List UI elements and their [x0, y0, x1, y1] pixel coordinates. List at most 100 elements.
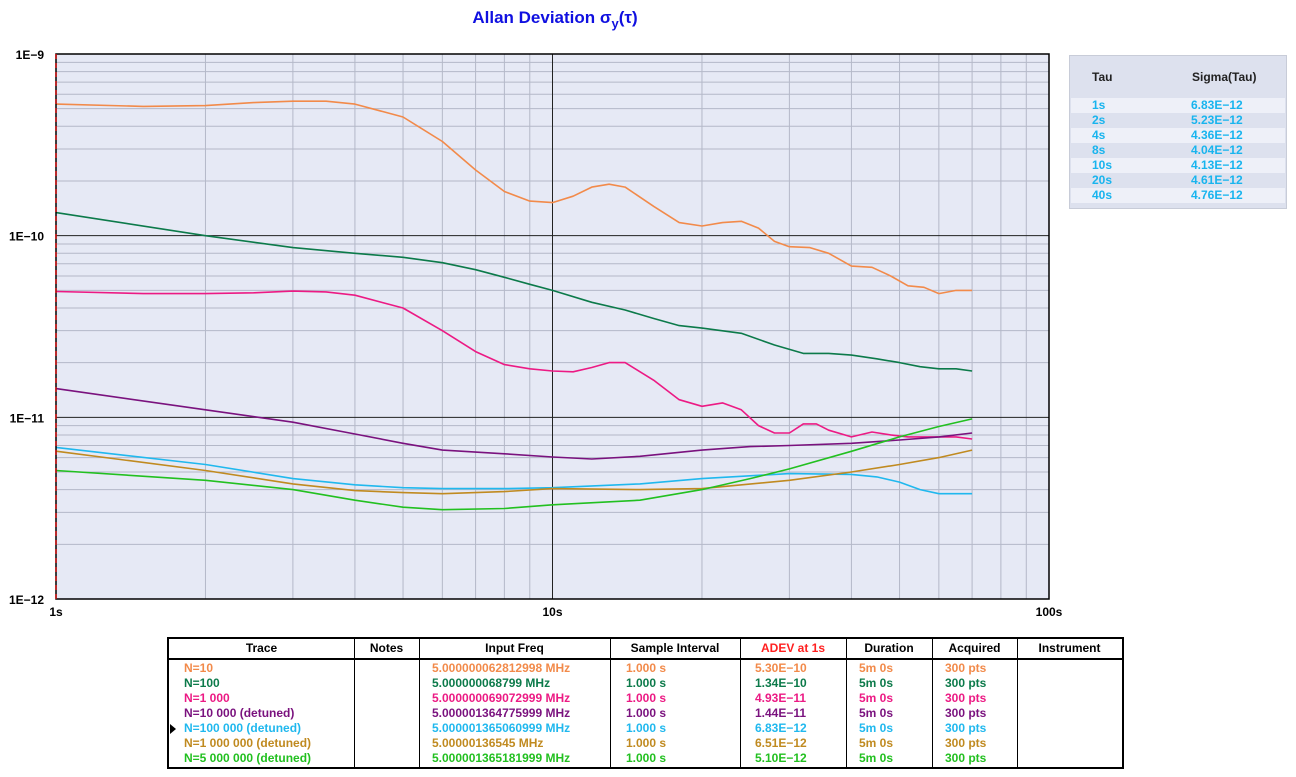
acquired-value: 300 pts: [945, 676, 987, 690]
x-tick-label: 1s: [49, 605, 63, 619]
duration-value: 5m 0s: [859, 661, 894, 675]
acquired-value: 300 pts: [945, 751, 987, 765]
chart-title-tail: (τ): [618, 8, 638, 27]
adev-value: 6.83E−12: [755, 721, 807, 735]
tau-value: 1s: [1092, 98, 1106, 112]
trace-name: N=100 000 (detuned): [184, 721, 302, 735]
tau-header: Tau: [1092, 70, 1113, 84]
sample-interval-header[interactable]: Sample Interval: [630, 641, 720, 655]
acquired-value: 300 pts: [945, 736, 987, 750]
adev-value: 6.51E−12: [755, 736, 807, 750]
allan-deviation-plot[interactable]: 1s 10s 100s 1E−9 1E−10 1E−11 1E−12: [0, 0, 1296, 630]
sigma-value: 4.36E−12: [1191, 128, 1243, 142]
y-tick-label: 1E−10: [9, 230, 44, 244]
x-tick-label: 10s: [542, 605, 562, 619]
series-line-3: [55, 290, 973, 440]
tau-row: 2s 5.23E−12: [1071, 113, 1285, 128]
input-freq-value: 5.00000136545 MHz: [432, 736, 544, 750]
trace-row[interactable]: N=100 000 (detuned) 5.000001365060999 MHz…: [169, 721, 1122, 736]
sigma-value: 4.61E−12: [1191, 173, 1243, 187]
tau-value: 2s: [1092, 113, 1106, 127]
sigma-value: 4.76E−12: [1191, 188, 1243, 202]
tau-value: 10s: [1092, 158, 1113, 172]
series-line-2: [55, 211, 973, 372]
x-tick-label: 100s: [1036, 605, 1063, 619]
sample-interval-value: 1.000 s: [626, 676, 667, 690]
trace-row[interactable]: N=1 000 5.000000069072999 MHz 1.000 s 4.93E…: [169, 691, 1122, 706]
duration-value: 5m 0s: [859, 751, 894, 765]
trace-table: Trace Notes Input Freq Sample Interval ADEV …: [167, 637, 1124, 769]
y-tick-label: 1E−11: [10, 411, 45, 425]
trace-header[interactable]: Trace: [245, 641, 278, 655]
series-line-7: [55, 418, 973, 511]
duration-value: 5m 0s: [859, 691, 894, 705]
selected-row-pointer-icon: [170, 724, 176, 734]
duration-value: 5m 0s: [859, 706, 894, 720]
sample-interval-value: 1.000 s: [626, 661, 667, 675]
tau-value: 40s: [1092, 188, 1113, 202]
duration-value: 5m 0s: [859, 721, 894, 735]
input-freq-header[interactable]: Input Freq: [485, 641, 544, 655]
trace-name: N=10 000 (detuned): [184, 706, 295, 720]
duration-value: 5m 0s: [859, 676, 894, 690]
input-freq-value: 5.000001364775999 MHz: [432, 706, 571, 720]
adev-value: 1.34E−10: [755, 676, 807, 690]
adev-value: 5.10E−12: [755, 751, 807, 765]
sample-interval-value: 1.000 s: [626, 721, 667, 735]
trace-name: N=10: [184, 661, 214, 675]
trace-row[interactable]: N=5 000 000 (detuned) 5.000001365181999 M…: [169, 751, 1122, 766]
tau-row: 20s 4.61E−12: [1071, 173, 1285, 188]
trace-row[interactable]: N=10 5.000000062812998 MHz 1.000 s 5.30E−10…: [169, 661, 1122, 676]
tau-row: 40s 4.76E−12: [1071, 188, 1285, 203]
sample-interval-value: 1.000 s: [626, 691, 667, 705]
column-divider: [610, 639, 611, 767]
acquired-value: 300 pts: [945, 691, 987, 705]
series-line-5: [55, 446, 973, 495]
column-divider: [1017, 639, 1018, 767]
notes-header[interactable]: Notes: [369, 641, 404, 655]
tau-rows: 1s 6.83E−12 2s 5.23E−12 4s 4.36E−12 8s 4.04E−12…: [1071, 98, 1285, 203]
trace-row[interactable]: N=1 000 000 (detuned) 5.00000136545 MHz 1.…: [169, 736, 1122, 751]
tau-value: 4s: [1092, 128, 1106, 142]
series-line-1: [55, 100, 973, 295]
trace-name: N=1 000: [184, 691, 230, 705]
adev-value: 4.93E−11: [755, 691, 807, 705]
column-divider: [354, 639, 355, 767]
acquired-value: 300 pts: [945, 721, 987, 735]
adev-value: 1.44E−11: [755, 706, 807, 720]
duration-header[interactable]: Duration: [864, 641, 914, 655]
chart-title: Allan Deviation σy(τ): [0, 8, 1110, 31]
input-freq-value: 5.000001365181999 MHz: [432, 751, 571, 765]
trace-name: N=5 000 000 (detuned): [184, 751, 312, 765]
sigma-value: 5.23E−12: [1191, 113, 1243, 127]
column-divider: [932, 639, 933, 767]
y-tick-label: 1E−9: [16, 48, 45, 62]
sample-interval-value: 1.000 s: [626, 706, 667, 720]
column-divider: [846, 639, 847, 767]
duration-value: 5m 0s: [859, 736, 894, 750]
tau-value: 20s: [1092, 173, 1113, 187]
series-line-4: [55, 387, 973, 460]
input-freq-value: 5.000001365060999 MHz: [432, 721, 571, 735]
chart-title-subscript: y: [611, 16, 619, 31]
input-freq-value: 5.000000069072999 MHz: [432, 691, 571, 705]
input-freq-value: 5.000000062812998 MHz: [432, 661, 571, 675]
trace-name: N=1 000 000 (detuned): [184, 736, 312, 750]
adev-header[interactable]: ADEV at 1s: [760, 641, 826, 655]
tau-value: 8s: [1092, 143, 1106, 157]
acquired-value: 300 pts: [945, 706, 987, 720]
trace-table-header: Trace Notes Input Freq Sample Interval ADEV …: [169, 639, 1122, 660]
acquired-header[interactable]: Acquired: [948, 641, 1001, 655]
series-line-6: [55, 449, 973, 495]
sample-interval-value: 1.000 s: [626, 751, 667, 765]
sample-interval-value: 1.000 s: [626, 736, 667, 750]
trace-rows: N=10 5.000000062812998 MHz 1.000 s 5.30E−10…: [169, 661, 1122, 766]
column-divider: [740, 639, 741, 767]
trace-row[interactable]: N=10 000 (detuned) 5.000001364775999 MHz 1…: [169, 706, 1122, 721]
tau-sigma-panel: Tau Sigma(Tau) 1s 6.83E−12 2s 5.23E−12 4s 4.3…: [1069, 55, 1287, 209]
input-freq-value: 5.000000068799 MHz: [432, 676, 551, 690]
instrument-header[interactable]: Instrument: [1038, 641, 1101, 655]
trace-row[interactable]: N=100 5.000000068799 MHz 1.000 s 1.34E−10 5m…: [169, 676, 1122, 691]
sigma-value: 6.83E−12: [1191, 98, 1243, 112]
y-tick-label: 1E−12: [9, 593, 44, 607]
